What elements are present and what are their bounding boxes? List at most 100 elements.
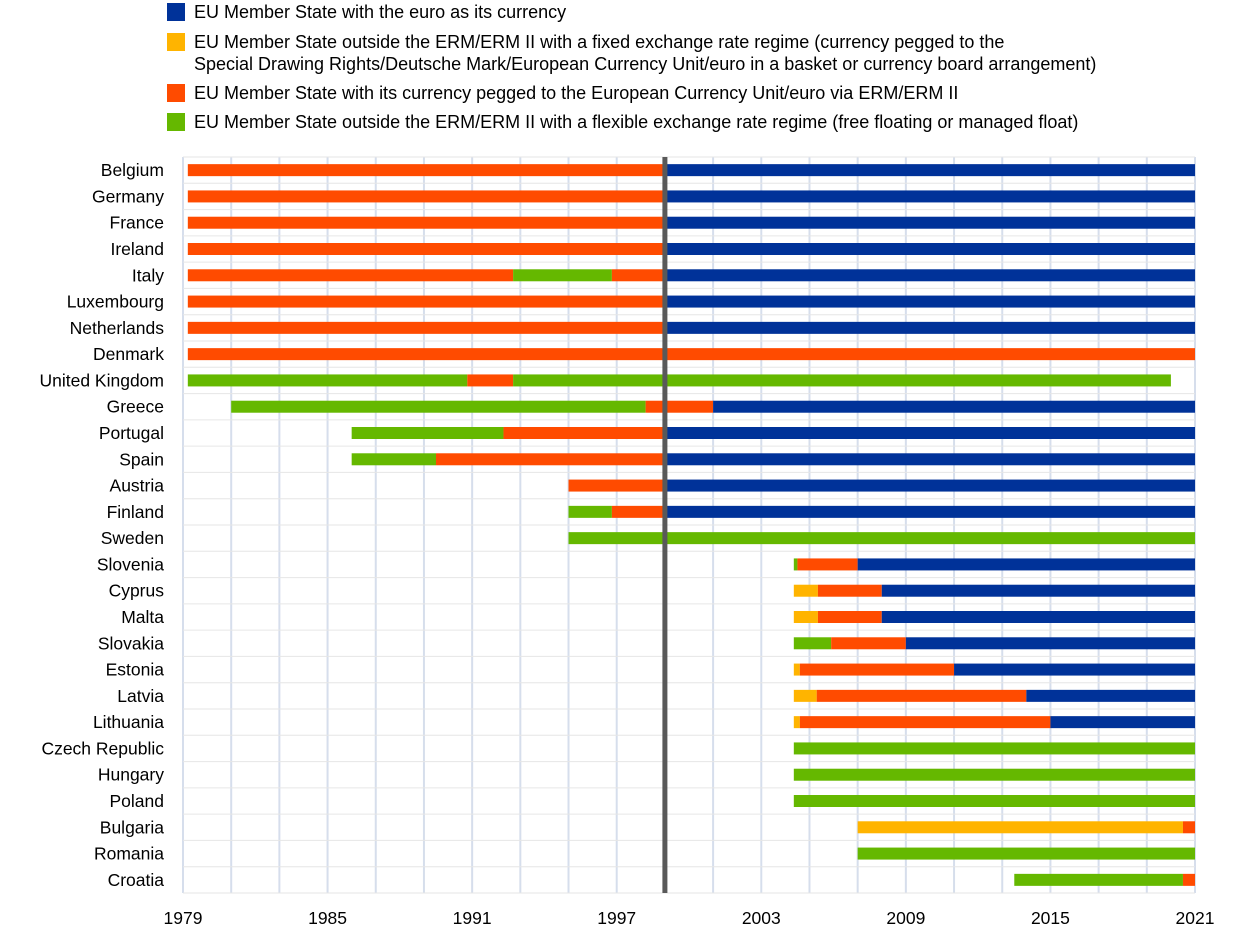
legend-label-fixed: EU Member State outside the ERM/ERM II w… (194, 32, 1004, 52)
bar-segment-erm (187, 190, 665, 203)
country-label: Slovakia (98, 633, 164, 653)
legend-label-float: EU Member State outside the ERM/ERM II w… (194, 112, 1078, 132)
country-label: Luxembourg (67, 292, 164, 312)
bar-segment-erm (503, 427, 665, 439)
bar-segment-float (793, 742, 1195, 755)
bar-segment-erm (1182, 821, 1195, 834)
legend-swatch-fixed (167, 33, 185, 51)
country-label: Finland (107, 502, 164, 522)
x-tick-label: 1979 (164, 908, 203, 928)
bar-segment-euro (1050, 716, 1195, 729)
gridlines (182, 156, 1196, 894)
bar-segment-euro (881, 611, 1195, 623)
bar-segment-fixed (793, 689, 817, 702)
bar-segment-float (351, 427, 504, 439)
bar-segment-euro (664, 295, 1195, 308)
bar-segment-euro (881, 584, 1195, 597)
country-label: Slovenia (97, 554, 164, 574)
bar-segment-euro (664, 479, 1195, 492)
bar-segment-fixed (793, 716, 800, 729)
bar-segment-erm (831, 637, 906, 650)
bar-segment-float (513, 374, 1171, 387)
country-label: Lithuania (93, 712, 164, 732)
country-label: Austria (110, 476, 165, 496)
bar-segment-fixed (793, 611, 818, 623)
bar-segment-fixed (857, 821, 1183, 834)
bar-segment-float (187, 374, 468, 387)
bar-segment-erm (645, 400, 714, 413)
bar-segment-erm (187, 295, 665, 308)
bar-segment-erm (611, 269, 665, 282)
bar-segment-erm (797, 558, 858, 571)
bar-segment-euro (664, 453, 1195, 466)
bar-segment-euro (857, 558, 1195, 571)
country-label: Denmark (93, 344, 164, 364)
country-label: Spain (119, 449, 164, 469)
country-label: Cyprus (109, 581, 165, 601)
bar-segment-float (568, 532, 1195, 545)
bar-segment-euro (905, 637, 1195, 650)
bar-segment-euro (664, 427, 1195, 439)
country-label: Greece (107, 397, 164, 417)
legend-label-erm: EU Member State with its currency pegged… (194, 83, 958, 103)
country-label: Croatia (108, 870, 165, 890)
bar-segment-erm (187, 321, 665, 334)
bar-segment-euro (713, 400, 1195, 413)
bar-segment-fixed (793, 584, 818, 597)
bar-segment-float (351, 453, 436, 466)
country-label: Bulgaria (100, 817, 164, 837)
bar-segment-erm (187, 243, 665, 255)
legend-swatch-erm (167, 84, 185, 102)
country-labels: Belgium Germany France Ireland Italy Luxembou… (39, 160, 164, 890)
bar-segment-euro (664, 505, 1195, 518)
bar-segment-float (857, 847, 1195, 860)
country-label: Romania (94, 844, 164, 864)
bar-segment-float (793, 558, 798, 571)
bar-segment-erm (187, 164, 665, 177)
country-label: Ireland (110, 239, 164, 259)
bar-segment-euro (664, 190, 1195, 203)
bar-segment-float (793, 637, 832, 650)
x-tick-label: 1985 (308, 908, 347, 928)
x-tick-label: 1997 (597, 908, 636, 928)
bar-segment-erm (568, 479, 665, 492)
bar-segment-float (793, 795, 1195, 807)
bar-segment-erm (817, 611, 882, 623)
bar-segment-erm (799, 663, 955, 676)
country-label: Latvia (117, 686, 164, 706)
country-label: Sweden (101, 528, 164, 548)
bar-segment-erm (187, 216, 665, 229)
legend-label-fixed: Special Drawing Rights/Deutsche Mark/Eur… (194, 54, 1096, 74)
bar-segment-float (1014, 873, 1183, 886)
bar-segment-float (568, 505, 612, 518)
bar-segment-erm (187, 269, 514, 282)
legend-label-euro: EU Member State with the euro as its cur… (194, 2, 566, 22)
legend: EU Member State with the euro as its cur… (167, 2, 1096, 132)
x-tick-label: 2003 (742, 908, 781, 928)
legend-swatch-float (167, 113, 185, 131)
x-tick-label: 2009 (886, 908, 925, 928)
bar-segment-float (793, 768, 1195, 781)
bar-segment-euro (664, 243, 1195, 255)
bar-segment-euro (664, 216, 1195, 229)
x-axis-ticks: 1979 1985 1991 1997 2003 2009 2015 2021 (164, 908, 1215, 928)
country-label: Germany (92, 186, 164, 206)
bar-segment-fixed (793, 663, 800, 676)
country-label: Hungary (98, 765, 164, 785)
country-label: Malta (121, 607, 164, 627)
x-tick-label: 1991 (453, 908, 492, 928)
bar-segment-erm (611, 505, 665, 518)
country-label: Netherlands (70, 318, 165, 338)
bar-segment-erm (187, 348, 1196, 361)
bar-segment-euro (664, 321, 1195, 334)
bar-segment-erm (817, 584, 882, 597)
country-label: United Kingdom (39, 370, 164, 390)
country-label: Poland (110, 791, 165, 811)
bar-segment-erm (436, 453, 665, 466)
x-tick-label: 2015 (1031, 908, 1070, 928)
bar-segment-euro (1026, 689, 1195, 702)
country-label: Belgium (101, 160, 164, 180)
bar-segment-euro (664, 269, 1195, 282)
bar-segment-float (513, 269, 612, 282)
